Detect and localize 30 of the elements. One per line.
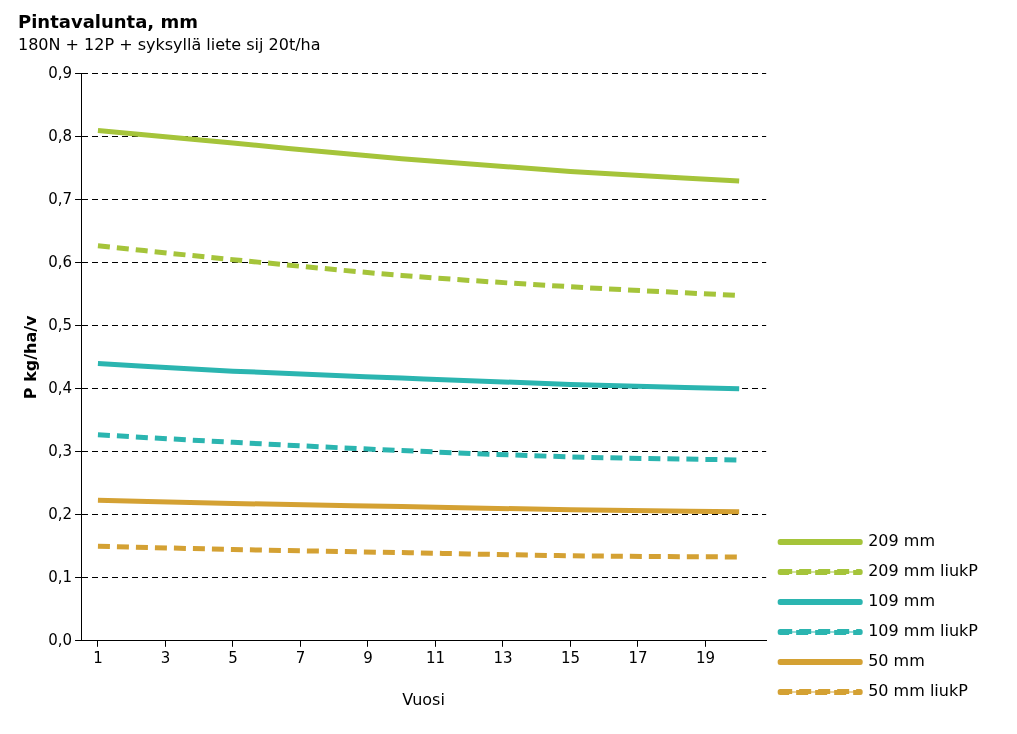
- x-axis-title: Vuosi: [402, 689, 445, 709]
- x-tick-label: 15: [560, 648, 580, 667]
- x-tick-label: 19: [695, 648, 715, 667]
- legend-label: 50 mm: [868, 651, 925, 671]
- x-tick-label: 7: [295, 648, 306, 667]
- y-tick-label: 0,7: [48, 189, 73, 208]
- legend-label: 209 mm: [868, 531, 935, 551]
- x-tick-label: 5: [228, 648, 238, 667]
- chart-title: Pintavalunta, mm: [18, 11, 198, 33]
- y-tick-label: 0,3: [48, 441, 73, 460]
- y-tick-label: 0,8: [48, 126, 73, 145]
- y-tick-label: 0,1: [48, 567, 73, 586]
- legend-label: 109 mm: [868, 591, 935, 611]
- legend-label: 209 mm liukP: [868, 561, 979, 581]
- y-tick-label: 0,2: [48, 504, 73, 523]
- x-tick-label: 9: [363, 648, 373, 667]
- y-tick-label: 0,0: [48, 630, 73, 649]
- y-tick-label: 0,9: [48, 63, 73, 82]
- y-tick-label: 0,4: [48, 378, 73, 397]
- x-tick-label: 3: [160, 648, 171, 667]
- chart-subtitle: 180N + 12P + syksyllä liete sij 20t/ha: [18, 35, 321, 55]
- legend-label: 109 mm liukP: [868, 621, 979, 641]
- y-tick-label: 0,5: [48, 315, 73, 334]
- y-tick-label: 0,6: [48, 252, 73, 271]
- y-axis-title: P kg/ha/v: [20, 314, 40, 400]
- x-tick-label: 1: [93, 648, 103, 667]
- x-tick-label: 11: [425, 648, 445, 667]
- x-tick-label: 13: [493, 648, 513, 667]
- legend-label: 50 mm liukP: [868, 681, 969, 701]
- x-tick-label: 17: [628, 648, 648, 667]
